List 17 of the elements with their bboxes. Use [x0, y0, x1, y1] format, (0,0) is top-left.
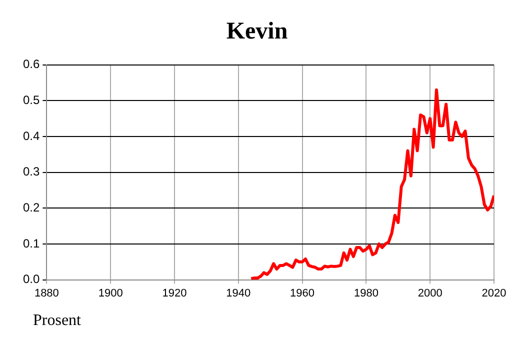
y-tick-label: 0.3: [22, 164, 40, 179]
x-tick-label: 1880: [34, 287, 59, 300]
text: Prosent: [33, 312, 82, 329]
chart-title: Kevin: [226, 18, 288, 45]
x-tick-label: 1960: [290, 287, 315, 300]
y-tick-label: 0.1: [22, 236, 40, 250]
y-tick-label: 0.4: [22, 128, 40, 143]
x-tick-label: 2000: [418, 287, 442, 300]
x-tick-label: 1980: [354, 287, 378, 300]
x-tick-label: 1920: [162, 287, 187, 300]
x-tick-label: 1900: [98, 287, 123, 300]
y-tick-label: 0.5: [22, 92, 40, 107]
y-tick-label: 0.6: [22, 57, 40, 72]
y-tick-label: 0.2: [22, 200, 40, 214]
x-tick-label: 1940: [226, 287, 251, 300]
y-tick-label: 0.0: [22, 272, 40, 286]
x-tick-label: 2020: [482, 287, 506, 300]
